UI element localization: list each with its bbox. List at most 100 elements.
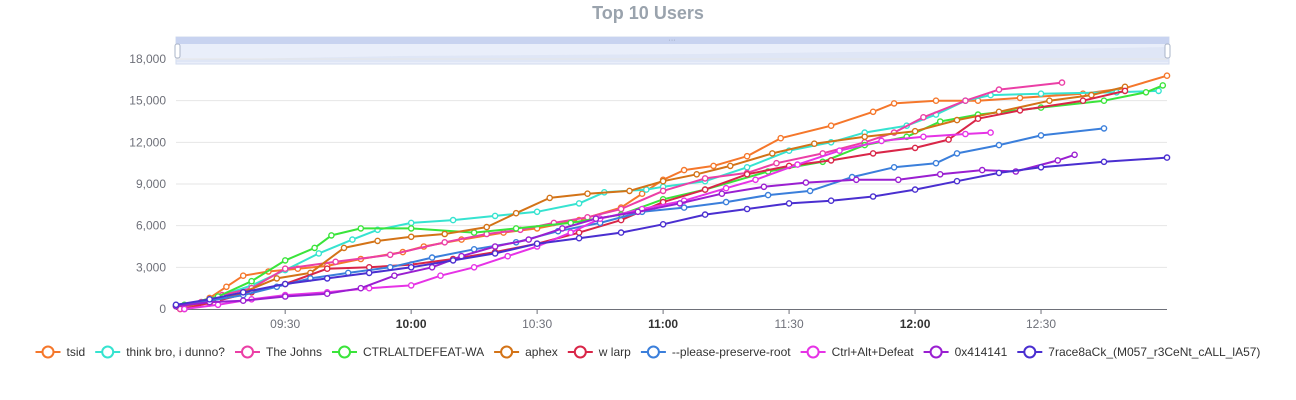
data-point[interactable] bbox=[407, 282, 415, 289]
legend-item[interactable]: think bro, i dunno? bbox=[95, 345, 225, 359]
series-0x414141[interactable] bbox=[172, 151, 1078, 310]
data-point[interactable] bbox=[680, 166, 688, 174]
data-point[interactable] bbox=[512, 225, 520, 232]
data-point[interactable] bbox=[1046, 97, 1053, 104]
data-point[interactable] bbox=[1037, 163, 1045, 171]
data-point[interactable] bbox=[491, 212, 499, 220]
data-point[interactable] bbox=[407, 225, 415, 232]
series-7race8ack-m057-r3cent-call-la57[interactable] bbox=[172, 154, 1171, 309]
data-point[interactable] bbox=[328, 232, 335, 239]
zoom-right-handle[interactable] bbox=[1164, 43, 1171, 59]
legend-item[interactable]: tsid bbox=[35, 345, 86, 359]
data-point[interactable] bbox=[890, 163, 898, 171]
data-point[interactable] bbox=[718, 190, 726, 197]
data-point[interactable] bbox=[483, 223, 491, 231]
data-point[interactable] bbox=[676, 200, 684, 207]
data-point[interactable] bbox=[323, 290, 331, 298]
data-point[interactable] bbox=[743, 152, 751, 160]
data-point[interactable] bbox=[945, 136, 952, 143]
data-point[interactable] bbox=[869, 193, 877, 200]
data-point[interactable] bbox=[407, 219, 415, 227]
data-point[interactable] bbox=[575, 234, 583, 242]
data-point[interactable] bbox=[311, 244, 318, 252]
data-point[interactable] bbox=[1163, 72, 1171, 79]
data-point[interactable] bbox=[214, 301, 222, 309]
data-point[interactable] bbox=[953, 150, 961, 157]
data-point[interactable] bbox=[936, 170, 944, 178]
data-point[interactable] bbox=[710, 162, 717, 170]
data-point[interactable] bbox=[861, 133, 869, 141]
data-point[interactable] bbox=[491, 243, 499, 250]
data-point[interactable] bbox=[869, 108, 877, 116]
data-point[interactable] bbox=[1054, 157, 1062, 164]
data-point[interactable] bbox=[584, 190, 591, 197]
data-point[interactable] bbox=[911, 144, 919, 152]
data-point[interactable] bbox=[638, 190, 646, 197]
data-point[interactable] bbox=[575, 229, 583, 236]
data-point[interactable] bbox=[525, 236, 533, 243]
zoom-grip-icon[interactable]: ··· bbox=[669, 37, 676, 44]
data-point[interactable] bbox=[441, 238, 449, 246]
data-point[interactable] bbox=[806, 187, 814, 195]
data-point[interactable] bbox=[1100, 158, 1108, 166]
data-point[interactable] bbox=[546, 194, 554, 202]
data-point[interactable] bbox=[428, 254, 436, 261]
data-point[interactable] bbox=[441, 230, 449, 238]
data-point[interactable] bbox=[878, 137, 885, 145]
data-point[interactable] bbox=[760, 183, 768, 191]
data-point[interactable] bbox=[340, 244, 348, 252]
data-point[interactable] bbox=[470, 263, 478, 271]
data-point[interactable] bbox=[248, 277, 255, 285]
legend-item[interactable]: w larp bbox=[567, 345, 631, 359]
data-point[interactable] bbox=[911, 127, 919, 135]
data-point[interactable] bbox=[391, 272, 398, 280]
data-point[interactable] bbox=[869, 150, 877, 157]
data-point[interactable] bbox=[953, 177, 961, 185]
data-point[interactable] bbox=[743, 170, 751, 178]
data-point[interactable] bbox=[701, 186, 709, 193]
data-point[interactable] bbox=[281, 280, 289, 288]
data-point[interactable] bbox=[533, 208, 541, 216]
data-point[interactable] bbox=[1088, 91, 1095, 99]
data-point[interactable] bbox=[777, 134, 785, 142]
data-point[interactable] bbox=[1037, 132, 1045, 139]
legend-item[interactable]: 7race8aCk_(M057_r3CeNt_cALL_lA57) bbox=[1017, 345, 1260, 359]
data-point[interactable] bbox=[932, 159, 940, 167]
data-point[interactable] bbox=[764, 191, 772, 199]
data-point[interactable] bbox=[895, 176, 902, 184]
data-point[interactable] bbox=[449, 216, 457, 224]
data-point[interactable] bbox=[643, 186, 650, 193]
data-point[interactable] bbox=[1037, 90, 1045, 97]
data-point[interactable] bbox=[181, 305, 188, 313]
data-point[interactable] bbox=[1121, 87, 1129, 95]
zoom-top-bar[interactable] bbox=[176, 37, 1169, 44]
data-point[interactable] bbox=[449, 257, 457, 264]
data-point[interactable] bbox=[836, 147, 843, 154]
data-point[interactable] bbox=[659, 187, 667, 195]
data-point[interactable] bbox=[785, 200, 793, 207]
data-point[interactable] bbox=[281, 293, 289, 300]
data-point[interactable] bbox=[323, 265, 331, 273]
data-point[interactable] bbox=[617, 205, 625, 213]
data-point[interactable] bbox=[1016, 107, 1024, 114]
data-point[interactable] bbox=[239, 297, 247, 305]
legend-item[interactable]: aphex bbox=[494, 345, 558, 359]
legend-item[interactable]: The Johns bbox=[235, 345, 322, 359]
data-point[interactable] bbox=[349, 236, 356, 243]
data-point[interactable] bbox=[995, 141, 1003, 149]
data-point[interactable] bbox=[332, 258, 339, 266]
data-point[interactable] bbox=[722, 184, 730, 192]
data-point[interactable] bbox=[987, 129, 994, 136]
data-point[interactable] bbox=[659, 177, 667, 185]
data-point[interactable] bbox=[1163, 154, 1171, 161]
data-point[interactable] bbox=[773, 159, 780, 167]
data-point[interactable] bbox=[407, 233, 415, 241]
data-point[interactable] bbox=[592, 215, 600, 222]
data-point[interactable] bbox=[995, 169, 1003, 177]
series-ctrlaltdefeat-wa[interactable] bbox=[181, 82, 1167, 309]
data-point[interactable] bbox=[890, 100, 898, 107]
data-point[interactable] bbox=[752, 176, 759, 184]
data-point[interactable] bbox=[239, 272, 247, 280]
data-point[interactable] bbox=[374, 237, 381, 245]
data-point[interactable] bbox=[769, 150, 776, 157]
